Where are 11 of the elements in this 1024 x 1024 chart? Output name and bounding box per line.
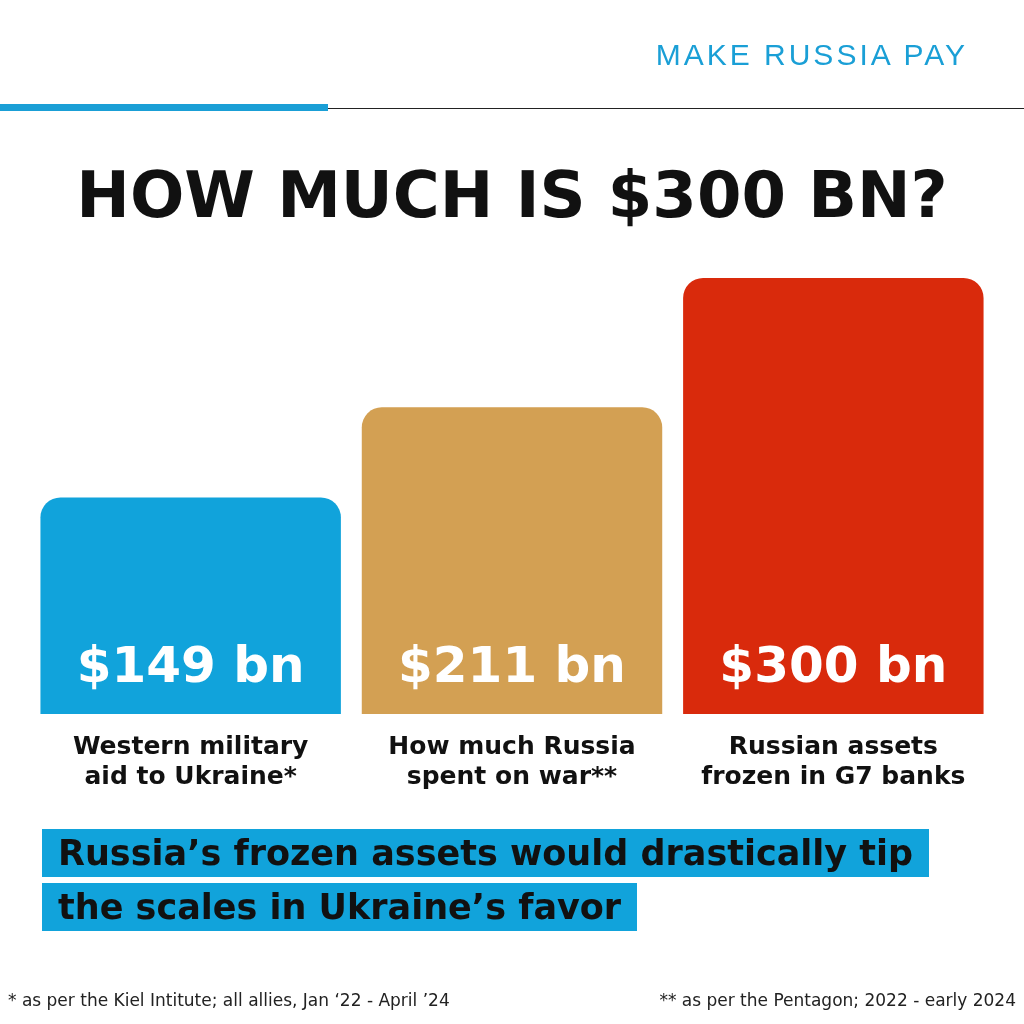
- text: * as per the Kiel Intitute; all allies, Jan ‘22 - April ’24: [8, 990, 450, 1010]
- x-tick-label: Russian assets frozen in G7 banks: [701, 730, 966, 790]
- data-label: $149 bn: [76, 636, 305, 694]
- x-tick-label: How much Russia spent on war**: [388, 730, 636, 790]
- data-label: $300 bn: [719, 636, 948, 694]
- text: ** as per the Pentagon; 2022 - early 2024: [659, 990, 1016, 1010]
- chart-title: HOW MUCH IS $300 BN?: [75, 158, 949, 232]
- text: Russia’s frozen assets would drastically tip the scales in Ukraine’s favor: [42, 829, 930, 932]
- chart-subtitle: MAKE RUSSIA PAY: [655, 38, 968, 72]
- data-label: $211 bn: [398, 636, 626, 694]
- x-tick-label: Western military aid to Ukraine*: [72, 730, 309, 790]
